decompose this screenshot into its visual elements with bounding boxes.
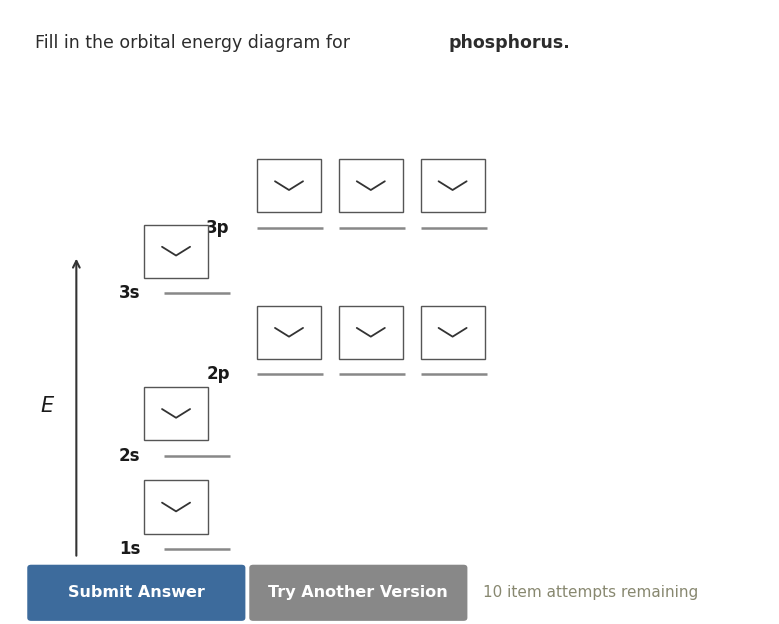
Text: Fill in the orbital energy diagram for: Fill in the orbital energy diagram for	[35, 34, 355, 52]
Text: 3p: 3p	[206, 219, 230, 236]
Bar	[257, 306, 321, 359]
Text: 1s: 1s	[119, 540, 140, 558]
Text: E: E	[40, 396, 54, 416]
Bar	[421, 159, 485, 212]
Bar	[144, 225, 208, 278]
Bar	[144, 387, 208, 440]
Bar	[257, 159, 321, 212]
Text: phosphorus.: phosphorus.	[449, 34, 570, 52]
Text: Try Another Version: Try Another Version	[269, 585, 448, 600]
Text: 2p: 2p	[206, 366, 230, 383]
Bar	[144, 480, 208, 534]
FancyBboxPatch shape	[27, 565, 245, 621]
Text: 3s: 3s	[118, 285, 140, 302]
Bar	[339, 159, 403, 212]
Text: 10 item attempts remaining: 10 item attempts remaining	[483, 585, 698, 600]
Text: Submit Answer: Submit Answer	[68, 585, 205, 600]
Text: 2s: 2s	[118, 447, 140, 464]
FancyBboxPatch shape	[249, 565, 467, 621]
Bar	[339, 306, 403, 359]
Bar	[421, 306, 485, 359]
